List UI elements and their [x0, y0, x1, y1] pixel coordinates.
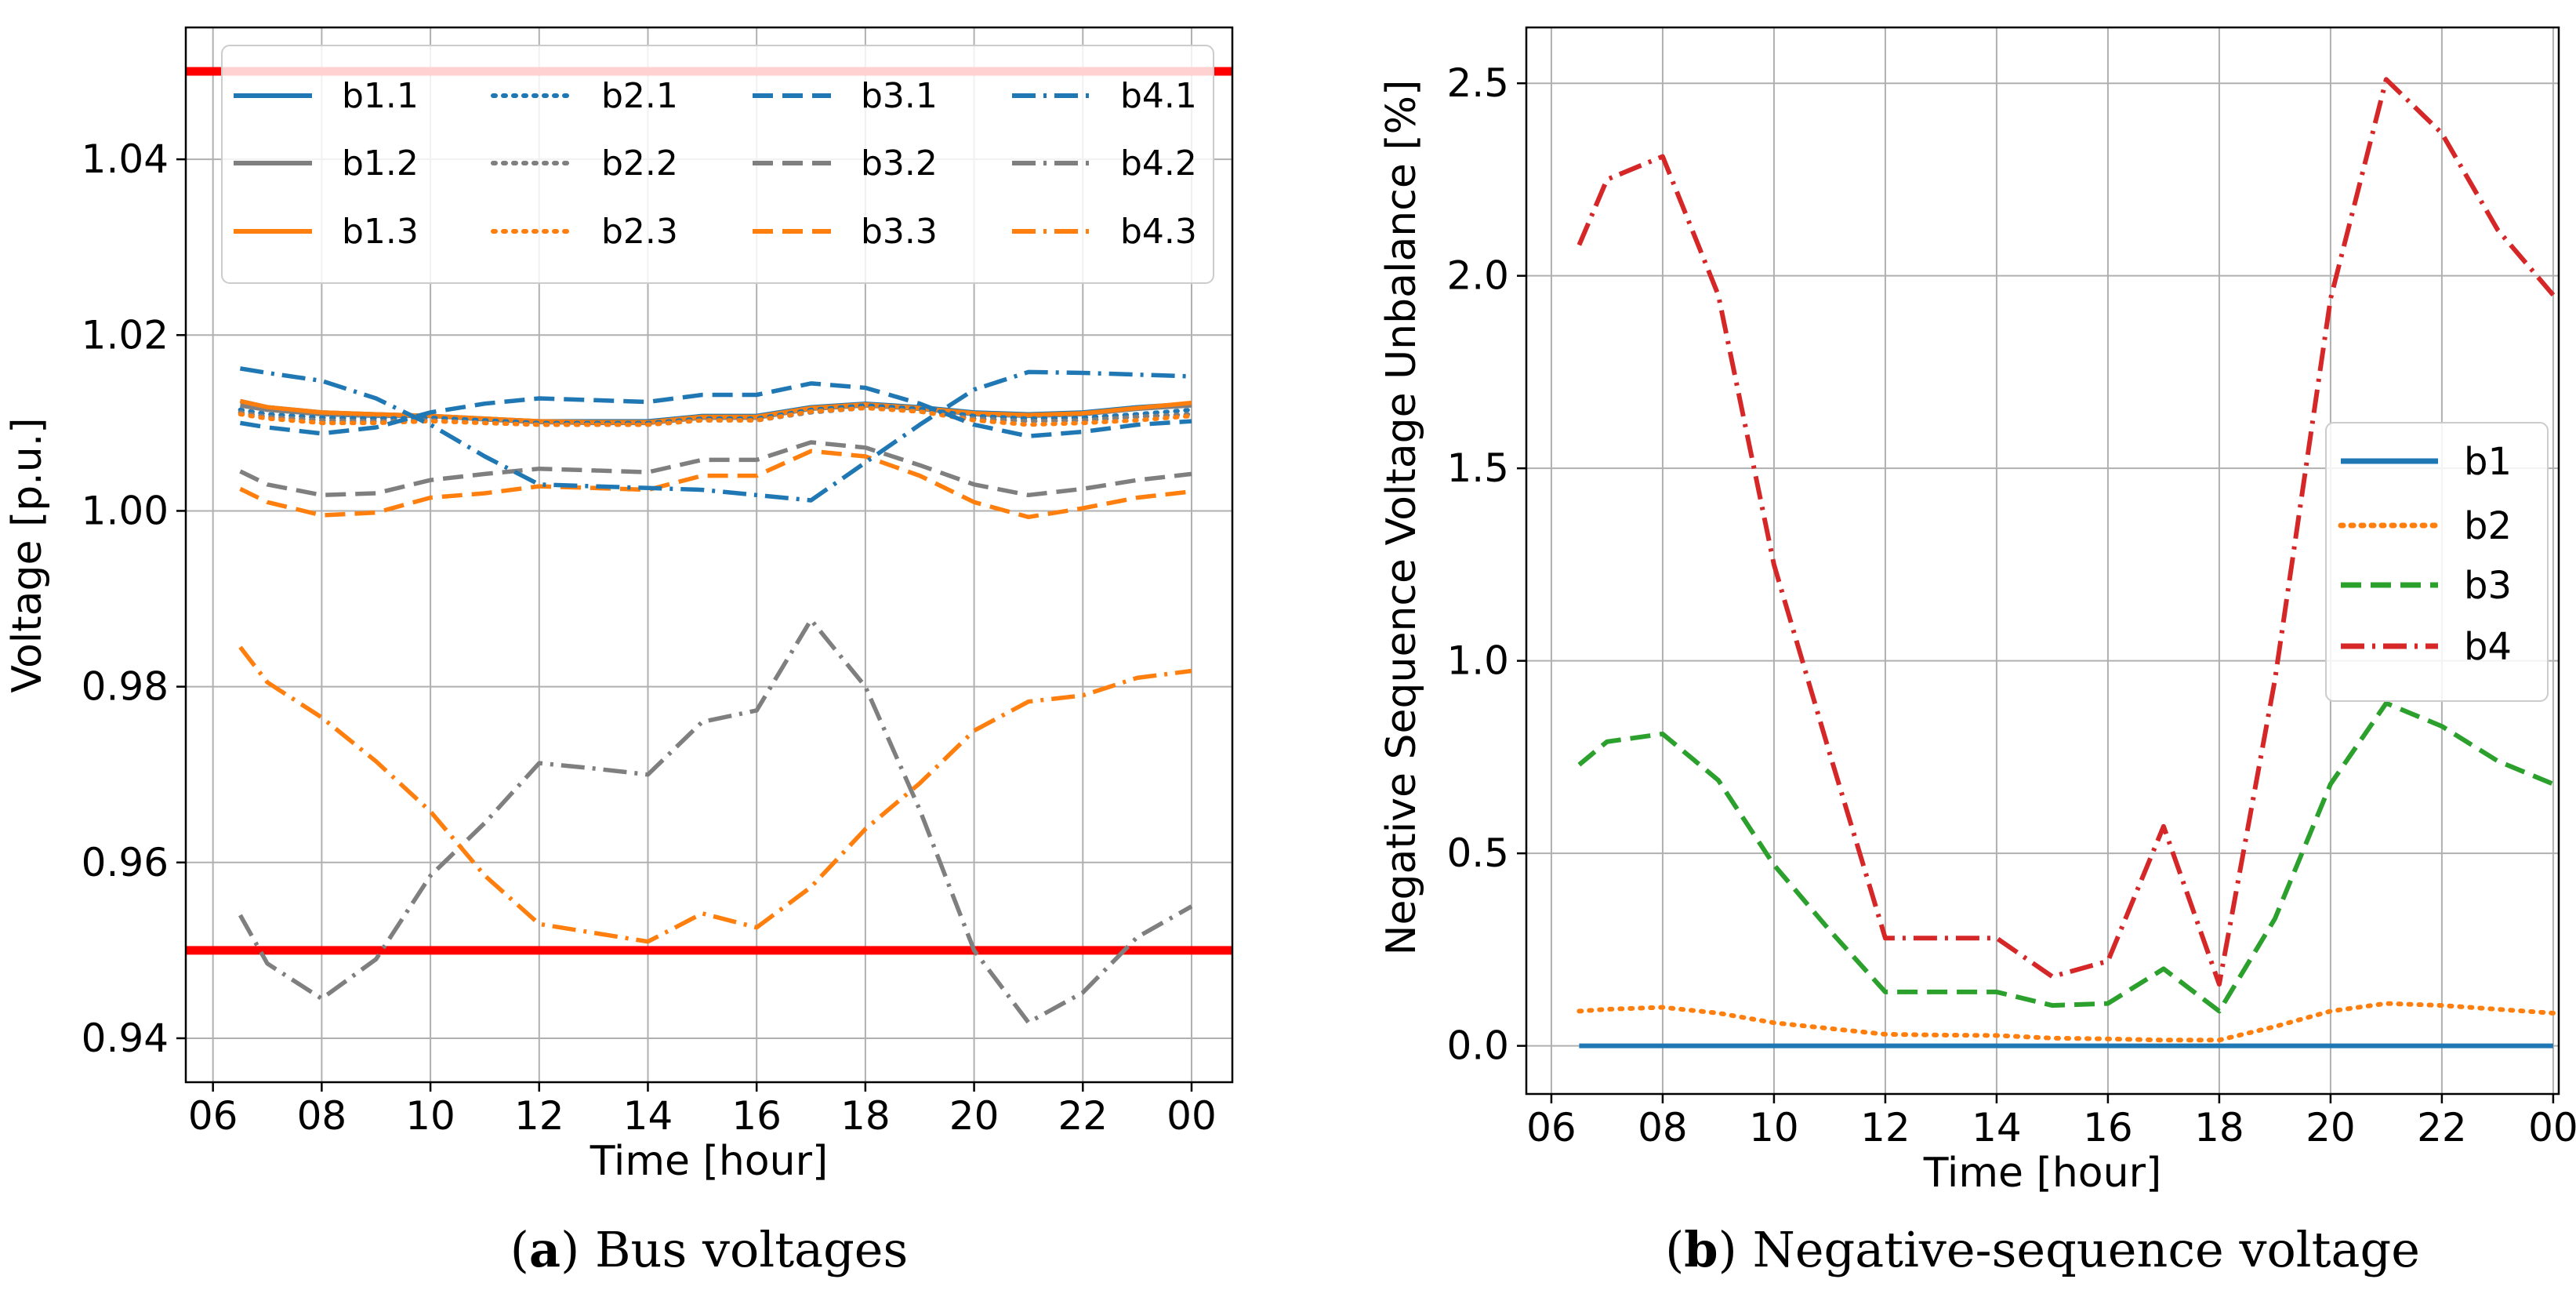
series-line-b3 — [1577, 700, 2555, 1014]
series-line-b3-2 — [239, 440, 1192, 498]
caption-text: Bus voltages — [595, 1221, 908, 1278]
series-line-b2-3 — [238, 405, 1194, 427]
legend-label: b3.1 — [861, 76, 938, 116]
x-tick-label: 20 — [949, 1093, 1000, 1139]
x-tick-label: 10 — [405, 1093, 455, 1139]
legend-label: b1 — [2464, 440, 2512, 484]
x-tick-label: 08 — [1638, 1105, 1688, 1150]
series-line-b2-1 — [238, 403, 1194, 426]
caption-text: Negative-sequence voltage — [1753, 1221, 2420, 1278]
x-axis-label: Time [hour] — [590, 1138, 828, 1185]
legend-label: b2.3 — [601, 212, 678, 252]
axes-frame — [184, 26, 1234, 1084]
series-lines — [1576, 77, 2556, 1048]
x-tick-label: 14 — [1972, 1105, 2022, 1150]
legend-box — [2325, 422, 2549, 702]
legend-box — [221, 45, 1214, 284]
x-tick-label: 18 — [840, 1093, 891, 1139]
legend-label: b1.1 — [342, 76, 419, 116]
x-tick-label: 16 — [2083, 1105, 2133, 1150]
x-tick-label: 20 — [2306, 1105, 2356, 1150]
legend-label: b2 — [2464, 504, 2512, 548]
axis-ticks: 06 08 10 12 14 16 18 20 22 00 0.94 0.96 0.98 1.00 1.02… — [82, 136, 1217, 1139]
y-tick-label: 1.02 — [82, 312, 169, 358]
y-tick-label: 0.98 — [82, 664, 169, 710]
legend-label: b3.2 — [861, 144, 938, 184]
series-line-b4-1 — [239, 366, 1192, 503]
legend-label: b4.2 — [1120, 144, 1197, 184]
series-line-b4-3 — [238, 645, 1192, 944]
y-tick-label: 0.5 — [1446, 830, 1509, 876]
x-tick-label: 14 — [623, 1093, 673, 1139]
legend-label: b2.2 — [601, 144, 678, 184]
caption-open-paren: ( — [1665, 1221, 1684, 1278]
y-tick-label: 1.5 — [1446, 445, 1509, 491]
caption-letter: a — [529, 1221, 561, 1278]
legend: b1.1 b1.2 b1.3 b2.1 b2.2 b2.3 b3.1 b3.2 b3.3 b4.1… — [221, 45, 1214, 284]
series-line-b4 — [1576, 77, 2556, 987]
series-lines — [238, 366, 1194, 1025]
x-tick-label: 12 — [514, 1093, 564, 1139]
bus-voltages-chart: 06 08 10 12 14 16 18 20 22 00 0.94 0.96 0.98 1.00 1.02… — [4, 26, 1234, 1278]
legend-label: b4.3 — [1120, 212, 1197, 252]
y-tick-label: 1.00 — [82, 488, 169, 533]
x-tick-label: 08 — [297, 1093, 347, 1139]
x-tick-label: 00 — [2528, 1105, 2576, 1150]
y-axis-label: Voltage [p.u.] — [4, 417, 51, 692]
caption-open-paren: ( — [510, 1221, 529, 1278]
legend-label: b3 — [2464, 564, 2512, 608]
series-line-b1-3 — [239, 398, 1192, 425]
y-axis-label: Negative Sequence Voltage Unbalance [%] — [1378, 80, 1425, 956]
legend-label: b4.1 — [1120, 76, 1197, 116]
legend-label: b1.2 — [342, 144, 419, 184]
series-line-b2 — [1576, 1001, 2556, 1043]
x-tick-label: 06 — [1526, 1105, 1576, 1150]
legend-label: b1.3 — [342, 212, 419, 252]
y-tick-label: 0.96 — [82, 840, 169, 885]
series-line-b3-3 — [239, 449, 1192, 520]
y-tick-label: 2.5 — [1446, 60, 1509, 106]
y-tick-label: 1.04 — [82, 136, 169, 182]
caption-close-paren: ) — [1718, 1221, 1753, 1278]
legend-label: b3.3 — [861, 212, 938, 252]
negative-sequence-chart: 06 08 10 12 14 16 18 20 22 00 0.0 0.5 1.0 1.5 2.0 2.5 T… — [1378, 26, 2576, 1278]
legend-label: b4 — [2464, 625, 2512, 669]
x-tick-label: 00 — [1166, 1093, 1217, 1139]
legend: b1 b2 b3 b4 — [2325, 422, 2549, 702]
x-axis-label: Time [hour] — [1923, 1150, 2161, 1197]
caption: (a) Bus voltages — [510, 1221, 909, 1278]
y-tick-label: 2.0 — [1446, 253, 1509, 299]
caption-close-paren: ) — [561, 1221, 595, 1278]
x-tick-label: 06 — [188, 1093, 238, 1139]
legend-label: b2.1 — [601, 76, 678, 116]
y-tick-label: 0.94 — [82, 1016, 169, 1061]
x-tick-label: 22 — [2417, 1105, 2467, 1150]
y-tick-label: 0.0 — [1446, 1023, 1509, 1069]
axis-ticks: 06 08 10 12 14 16 18 20 22 00 0.0 0.5 1.0 1.5 2.0 2.5 — [1446, 60, 2576, 1150]
x-tick-label: 16 — [731, 1093, 782, 1139]
x-tick-label: 22 — [1058, 1093, 1108, 1139]
x-tick-label: 18 — [2194, 1105, 2244, 1150]
axes-frame — [1525, 26, 2560, 1096]
series-line-b3-1 — [239, 381, 1192, 438]
y-tick-label: 1.0 — [1446, 638, 1509, 684]
x-tick-label: 10 — [1749, 1105, 1799, 1150]
series-line-b4-2 — [238, 617, 1193, 1025]
caption-letter: b — [1684, 1221, 1718, 1278]
x-tick-label: 12 — [1860, 1105, 1910, 1150]
caption: (b) Negative-sequence voltage — [1665, 1221, 2420, 1278]
